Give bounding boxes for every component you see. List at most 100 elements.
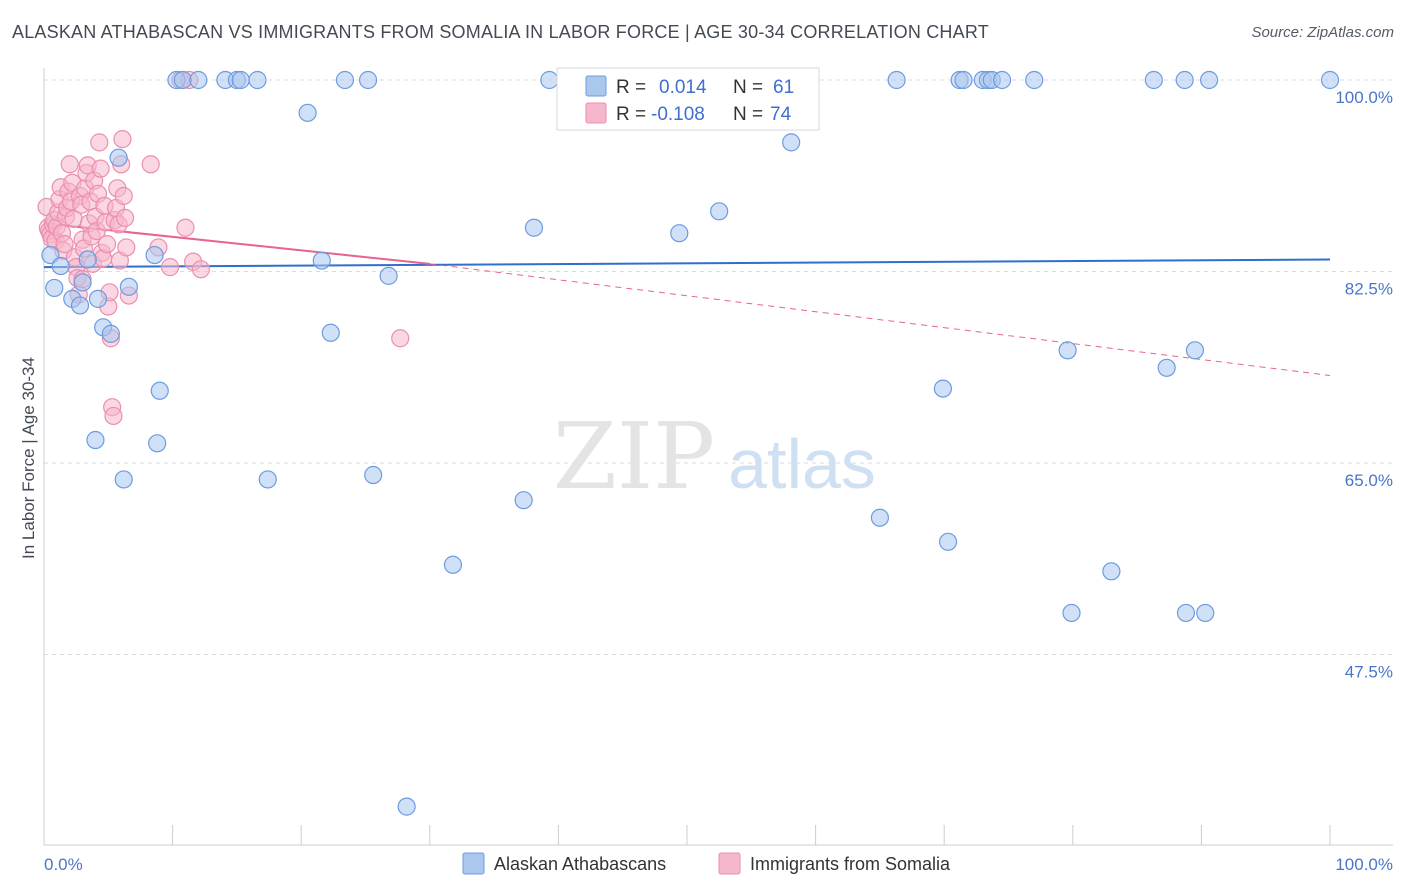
point-immigrants-somalia [160,258,180,277]
point-alaskan-athabascans [540,70,559,90]
bottom-legend-swatch-blue [462,852,485,875]
point-alaskan-athabascans [86,430,105,450]
point-alaskan-athabascans [992,70,1012,90]
bottom-legend-label-blue: Alaskan Athabascans [494,854,666,874]
point-alaskan-athabascans [148,434,167,453]
legend-n-label-pink: N = [733,104,763,125]
point-alaskan-athabascans [73,273,92,292]
legend-n-value-pink: 74 [770,104,792,125]
legend-swatch-blue [585,75,607,97]
y-tick-label: 47.5% [1345,663,1393,682]
point-alaskan-athabascans [109,148,128,167]
bottom-legend-swatch-pink [718,852,741,875]
y-tick-label: 82.5% [1345,280,1393,299]
bottom-legend-label-pink: Immigrants from Somalia [750,854,951,874]
x-tick-label-max: 100.0% [1335,855,1393,874]
point-alaskan-athabascans [870,508,890,527]
point-immigrants-somalia [391,329,410,348]
y-tick-label: 100.0% [1335,88,1393,107]
point-alaskan-athabascans [358,70,378,90]
point-alaskan-athabascans [321,323,340,342]
gridlines [44,79,1393,655]
correlation-legend: R = 0.014 N = 61 R = -0.108 N = 74 [556,67,820,131]
point-alaskan-athabascans [443,555,463,574]
y-tick-label: 65.0% [1345,471,1393,490]
point-alaskan-athabascans [335,70,355,90]
point-alaskan-athabascans [397,797,416,816]
watermark-atlas: atlas [728,425,876,503]
x-tick-label-min: 0.0% [44,855,83,874]
point-alaskan-athabascans [258,470,277,489]
point-immigrants-somalia [115,208,135,227]
point-immigrants-somalia [104,406,123,426]
point-immigrants-somalia [176,218,195,237]
point-alaskan-athabascans [670,224,689,243]
point-alaskan-athabascans [1102,562,1121,581]
point-alaskan-athabascans [1320,70,1340,90]
point-alaskan-athabascans [1196,603,1215,623]
watermark: ZIP atlas [553,403,876,510]
point-alaskan-athabascans [51,256,70,276]
point-alaskan-athabascans [298,103,317,122]
point-immigrants-somalia [55,235,74,254]
point-alaskan-athabascans [101,324,120,343]
y-axis-label: In Labor Force | Age 30-34 [19,357,38,559]
legend-n-label-blue: N = [733,77,763,98]
point-alaskan-athabascans [145,245,164,265]
y-tick-labels: 100.0% 82.5% 65.0% 47.5% [1335,88,1393,682]
point-alaskan-athabascans [1176,603,1196,623]
point-alaskan-athabascans [954,70,973,90]
point-alaskan-athabascans [248,70,267,90]
point-alaskan-athabascans [312,251,331,270]
point-alaskan-athabascans [150,381,169,400]
point-alaskan-athabascans [379,266,398,285]
point-immigrants-somalia [113,129,132,149]
axes [43,68,1393,846]
x-tick-labels: 0.0% 100.0% [44,855,1393,874]
point-alaskan-athabascans [938,532,958,551]
point-alaskan-athabascans [1200,70,1219,90]
point-alaskan-athabascans [70,296,90,315]
point-alaskan-athabascans [1175,70,1194,90]
trend-line-alaskan-athabascans [43,258,1331,269]
point-alaskan-athabascans [1058,341,1077,360]
point-alaskan-athabascans [78,250,97,269]
series-legend: Alaskan Athabascans Immigrants from Soma… [462,852,951,875]
point-alaskan-athabascans [524,218,544,237]
point-immigrants-somalia [97,235,117,254]
legend-r-label-pink: R = [616,104,646,125]
legend-n-value-blue: 61 [773,77,794,98]
point-alaskan-athabascans [173,70,192,90]
point-alaskan-athabascans [1185,341,1205,360]
point-alaskan-athabascans [1157,358,1176,377]
point-alaskan-athabascans [45,278,64,298]
point-alaskan-athabascans [710,202,729,221]
point-alaskan-athabascans [88,289,108,308]
trend-lines [43,222,1331,376]
trend-line-immigrants-somalia-extension [429,263,1331,376]
legend-r-value-pink: -0.108 [651,104,705,125]
point-alaskan-athabascans [231,70,250,90]
watermark-zip: ZIP [553,403,715,510]
legend-r-label-blue: R = [616,77,646,98]
point-alaskan-athabascans [119,277,138,296]
point-alaskan-athabascans [1144,70,1163,90]
point-immigrants-somalia [141,155,160,174]
source-credit: Source: ZipAtlas.com [1251,24,1394,41]
data-points [37,70,1340,816]
point-immigrants-somalia [90,133,109,152]
point-alaskan-athabascans [514,491,533,510]
point-immigrants-somalia [114,186,133,206]
point-alaskan-athabascans [1062,603,1081,623]
point-alaskan-athabascans [1025,70,1044,90]
point-alaskan-athabascans [189,70,208,90]
point-alaskan-athabascans [782,133,801,152]
point-immigrants-somalia [60,155,79,174]
point-alaskan-athabascans [933,379,953,398]
chart-title: ALASKAN ATHABASCAN VS IMMIGRANTS FROM SO… [12,22,989,42]
legend-swatch-pink [585,102,607,124]
legend-r-value-blue: 0.014 [659,77,707,98]
point-alaskan-athabascans [364,465,383,485]
point-alaskan-athabascans [114,470,133,489]
